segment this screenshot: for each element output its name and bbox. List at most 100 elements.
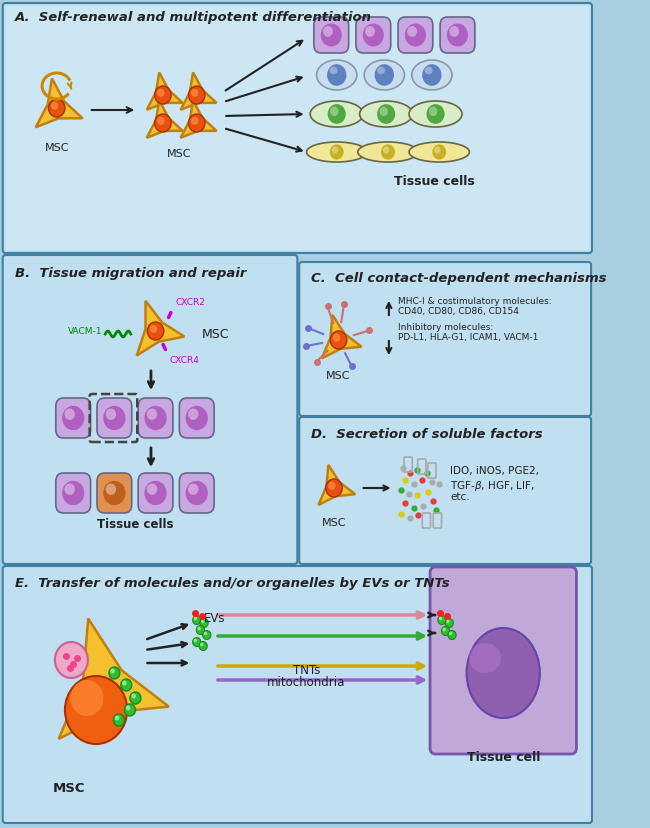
FancyBboxPatch shape — [3, 566, 592, 823]
Circle shape — [441, 627, 450, 636]
Polygon shape — [322, 315, 361, 359]
Circle shape — [429, 108, 437, 117]
Circle shape — [192, 638, 201, 647]
Text: MSC: MSC — [322, 518, 346, 527]
Circle shape — [363, 25, 384, 47]
Circle shape — [448, 631, 456, 640]
Circle shape — [438, 616, 446, 625]
FancyBboxPatch shape — [3, 256, 298, 565]
Text: E.  Transfer of molecules and/or organelles by EVs or TNTs: E. Transfer of molecules and/or organell… — [15, 576, 449, 590]
Circle shape — [130, 692, 141, 704]
Ellipse shape — [307, 142, 367, 163]
Circle shape — [443, 628, 446, 632]
Text: Tissue cells: Tissue cells — [395, 175, 475, 188]
Circle shape — [131, 694, 136, 699]
Circle shape — [115, 715, 120, 720]
Text: A.  Self-renewal and multipotent differentiation: A. Self-renewal and multipotent differen… — [15, 11, 372, 24]
Circle shape — [121, 679, 132, 691]
Text: Tissue cell: Tissue cell — [467, 750, 540, 763]
Circle shape — [103, 481, 125, 506]
Text: PD-L1, HLA-G1, ICAM1, VACM-1: PD-L1, HLA-G1, ICAM1, VACM-1 — [398, 333, 538, 342]
Circle shape — [323, 27, 333, 38]
Circle shape — [186, 407, 208, 431]
Circle shape — [49, 100, 65, 118]
Circle shape — [407, 27, 417, 38]
FancyBboxPatch shape — [138, 474, 173, 513]
Polygon shape — [58, 619, 169, 739]
Circle shape — [199, 642, 207, 651]
Circle shape — [328, 482, 335, 490]
FancyBboxPatch shape — [356, 18, 391, 54]
Circle shape — [106, 409, 116, 421]
Circle shape — [51, 103, 58, 111]
Circle shape — [426, 105, 445, 125]
Circle shape — [445, 619, 454, 628]
Circle shape — [114, 714, 124, 726]
Circle shape — [203, 632, 207, 636]
Circle shape — [188, 115, 205, 132]
Text: mitochondria: mitochondria — [267, 675, 346, 688]
Text: D.  Secretion of soluble factors: D. Secretion of soluble factors — [311, 427, 543, 440]
Circle shape — [126, 705, 131, 710]
Circle shape — [64, 484, 75, 495]
Text: Tissue cells: Tissue cells — [97, 518, 174, 531]
Circle shape — [155, 87, 171, 105]
Circle shape — [155, 115, 171, 132]
FancyBboxPatch shape — [314, 18, 348, 54]
Circle shape — [439, 617, 442, 620]
Text: EVs: EVs — [204, 611, 226, 624]
FancyBboxPatch shape — [3, 4, 592, 253]
Circle shape — [188, 409, 198, 421]
Circle shape — [380, 108, 388, 117]
Text: CD40, CD80, CD86, CD154: CD40, CD80, CD86, CD154 — [398, 306, 519, 315]
Ellipse shape — [409, 102, 462, 128]
FancyBboxPatch shape — [398, 18, 433, 54]
Circle shape — [144, 407, 166, 431]
Circle shape — [147, 484, 157, 495]
Circle shape — [62, 481, 84, 506]
Circle shape — [186, 481, 208, 506]
Text: IDO, iNOS, PGE2,: IDO, iNOS, PGE2, — [450, 465, 540, 475]
Text: Inhibitory molecules:: Inhibitory molecules: — [398, 323, 493, 331]
Circle shape — [157, 118, 164, 126]
Circle shape — [201, 620, 204, 623]
Circle shape — [200, 643, 203, 647]
Text: etc.: etc. — [450, 491, 470, 502]
Polygon shape — [181, 73, 216, 111]
Circle shape — [65, 676, 127, 744]
FancyBboxPatch shape — [5, 7, 590, 251]
Circle shape — [62, 407, 84, 431]
Ellipse shape — [374, 65, 394, 87]
FancyBboxPatch shape — [430, 567, 577, 754]
Ellipse shape — [422, 65, 441, 87]
Polygon shape — [147, 73, 183, 111]
Ellipse shape — [409, 142, 469, 163]
Circle shape — [196, 626, 205, 635]
Circle shape — [70, 680, 103, 716]
Text: MSC: MSC — [167, 149, 192, 159]
FancyBboxPatch shape — [97, 398, 132, 439]
Circle shape — [320, 25, 342, 47]
Ellipse shape — [469, 643, 501, 673]
Circle shape — [55, 643, 88, 678]
Ellipse shape — [359, 102, 413, 128]
Circle shape — [432, 145, 446, 161]
Circle shape — [188, 484, 198, 495]
Circle shape — [147, 409, 157, 421]
Ellipse shape — [358, 142, 418, 163]
Text: MHC-I & costimulatory molecules:: MHC-I & costimulatory molecules: — [398, 296, 552, 306]
Text: C.  Cell contact-dependent mechanisms: C. Cell contact-dependent mechanisms — [311, 272, 606, 285]
Circle shape — [150, 325, 157, 334]
Circle shape — [405, 25, 426, 47]
Circle shape — [447, 620, 450, 623]
Ellipse shape — [364, 61, 404, 91]
Ellipse shape — [310, 102, 363, 128]
Text: TGF-$\beta$, HGF, LIF,: TGF-$\beta$, HGF, LIF, — [450, 479, 535, 493]
Text: MSC: MSC — [202, 327, 229, 340]
FancyBboxPatch shape — [440, 18, 475, 54]
Circle shape — [332, 147, 338, 154]
Circle shape — [449, 632, 452, 636]
FancyBboxPatch shape — [299, 262, 591, 416]
Polygon shape — [181, 101, 216, 138]
Ellipse shape — [330, 68, 337, 75]
